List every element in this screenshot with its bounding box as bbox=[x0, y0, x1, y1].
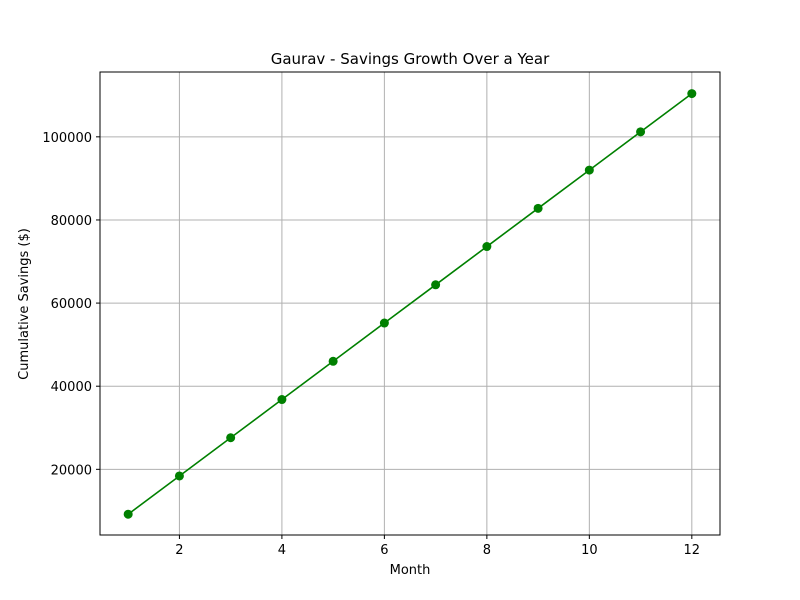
y-tick-label: 40000 bbox=[51, 380, 92, 395]
data-point bbox=[328, 356, 338, 366]
data-point bbox=[636, 127, 646, 137]
y-tick-label: 20000 bbox=[51, 463, 92, 478]
data-point bbox=[277, 395, 287, 405]
x-tick-label: 4 bbox=[278, 543, 286, 558]
x-tick-label: 2 bbox=[175, 543, 183, 558]
tick-marks: 2 4 6 8 10 12 20000 40000 60000 80000 100000 bbox=[42, 131, 700, 558]
data-point bbox=[584, 165, 594, 175]
y-tick-label: 60000 bbox=[51, 297, 92, 312]
data-point bbox=[687, 89, 697, 99]
y-tick-label: 100000 bbox=[42, 131, 92, 146]
x-tick-label: 8 bbox=[483, 543, 491, 558]
data-point bbox=[482, 242, 492, 252]
x-tick-label: 10 bbox=[581, 543, 598, 558]
data-point bbox=[431, 280, 441, 290]
data-point bbox=[174, 471, 184, 481]
x-axis-label: Month bbox=[390, 563, 431, 578]
chart-title: Gaurav - Savings Growth Over a Year bbox=[271, 50, 550, 68]
data-point bbox=[226, 433, 236, 443]
x-tick-label: 12 bbox=[684, 543, 701, 558]
y-axis-label: Cumulative Savings ($) bbox=[17, 228, 32, 380]
data-point bbox=[533, 203, 543, 213]
y-tick-label: 80000 bbox=[51, 214, 92, 229]
data-point bbox=[123, 509, 133, 519]
series-layer bbox=[123, 89, 697, 519]
x-tick-label: 6 bbox=[380, 543, 388, 558]
series-line bbox=[127, 92, 693, 515]
data-point bbox=[379, 318, 389, 328]
